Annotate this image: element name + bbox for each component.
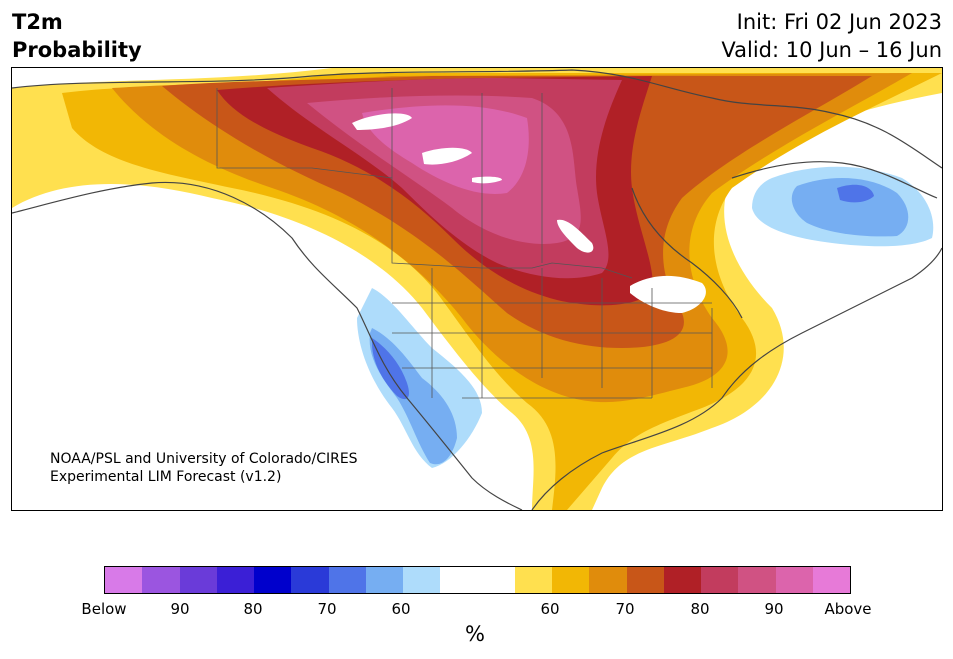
- forecast-map: NOAA/PSL and University of Colorado/CIRE…: [11, 67, 943, 511]
- date-info: Init: Fri 02 Jun 2023 Valid: 10 Jun – 16…: [721, 8, 942, 64]
- credit-line-1: NOAA/PSL and University of Colorado/CIRE…: [50, 451, 358, 467]
- colorbar-swatch: [514, 567, 552, 593]
- colorbar-swatch: [812, 567, 850, 593]
- colorbar-swatch: [216, 567, 254, 593]
- colorbar-swatch: [626, 567, 664, 593]
- shade-below-80-east: [837, 184, 874, 203]
- title-line-1: T2m: [12, 10, 63, 34]
- shade-below-70-east: [791, 177, 909, 237]
- colorbar-tick-label: 60: [540, 600, 560, 618]
- colorbar-tick-label: 90: [764, 600, 784, 618]
- colorbar-tick-label: 80: [690, 600, 710, 618]
- colorbar-unit: %: [465, 622, 485, 646]
- colorbar-tick-label: Below: [81, 600, 127, 618]
- map-canvas: [12, 68, 942, 510]
- colorbar-swatch: [589, 567, 627, 593]
- credit-text: NOAA/PSL and University of Colorado/CIRE…: [50, 450, 358, 486]
- shade-below-80-west: [372, 338, 409, 400]
- coastlines: [12, 69, 942, 510]
- colorbar-swatch: [477, 567, 515, 593]
- political-borders: [216, 88, 713, 399]
- colorbar-swatch: [738, 567, 776, 593]
- colorbar-tick-label: 90: [170, 600, 190, 618]
- colorbar-swatch: [701, 567, 739, 593]
- colorbar-swatch: [179, 567, 217, 593]
- title-line-2: Probability: [12, 38, 142, 62]
- colorbar-swatch: [775, 567, 813, 593]
- colorbar-swatch: [291, 567, 329, 593]
- probability-colorbar: [104, 566, 851, 594]
- colorbar-tick-label: 70: [317, 600, 337, 618]
- colorbar-tick-label: Above: [824, 600, 872, 618]
- init-date: Init: Fri 02 Jun 2023: [736, 10, 942, 34]
- colorbar-swatch: [254, 567, 292, 593]
- colorbar-tick-label: 70: [615, 600, 635, 618]
- colorbar-swatch: [365, 567, 403, 593]
- colorbar-swatch: [142, 567, 180, 593]
- colorbar-swatch: [328, 567, 366, 593]
- colorbar-swatch: [663, 567, 701, 593]
- credit-line-2: Experimental LIM Forecast (v1.2): [50, 469, 282, 485]
- lakes: [352, 113, 706, 313]
- colorbar-swatch: [552, 567, 590, 593]
- colorbar-tick-label: 80: [243, 600, 263, 618]
- colorbar-swatch: [403, 567, 441, 593]
- colorbar-swatch: [105, 567, 143, 593]
- valid-range: Valid: 10 Jun – 16 Jun: [721, 38, 942, 62]
- colorbar-tick-label: 60: [391, 600, 411, 618]
- map-title: T2m Probability: [12, 8, 142, 64]
- colorbar-swatch: [440, 567, 478, 593]
